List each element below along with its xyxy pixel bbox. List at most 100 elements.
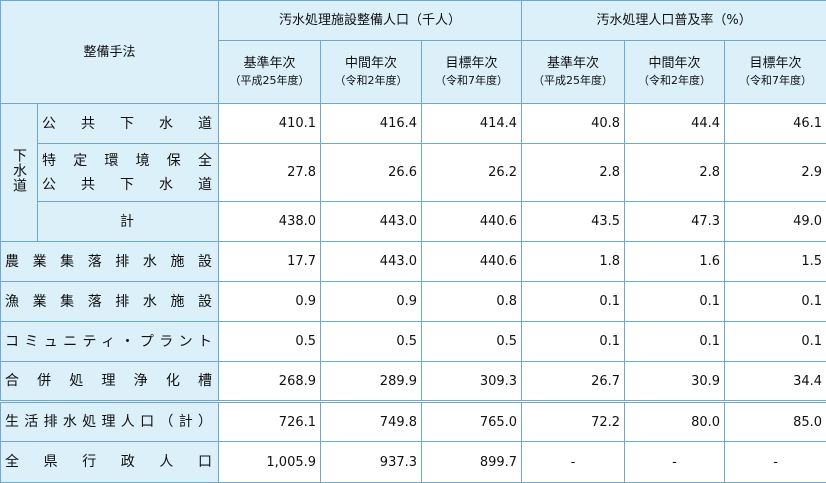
value-cell: 410.1 [219,104,321,144]
value-cell: 26.2 [422,144,522,202]
value-cell: 1.8 [522,242,625,282]
value-cell: 47.3 [625,202,725,242]
value-cell: 749.8 [321,402,422,442]
column-year: （令和7年度） [422,72,521,89]
value-cell: 0.1 [725,282,826,322]
value-cell: 268.9 [219,362,321,402]
column-year: （平成25年度） [522,72,624,89]
column-header: 基準年次（平成25年度） [522,41,625,104]
column-name: 目標年次 [446,56,498,71]
value-cell: 26.6 [321,144,422,202]
value-cell: - [625,442,725,483]
column-header: 中間年次（令和2年度） [625,41,725,104]
value-cell: 43.5 [522,202,625,242]
value-cell: 85.0 [725,402,826,442]
row-label: 特定環境保全 [42,149,212,173]
value-cell: 0.1 [522,322,625,362]
value-cell: 0.1 [522,282,625,322]
row-label-cell: 全県行政人口 [1,442,219,483]
row-label: 全県行政人口 [5,450,212,474]
row-label-cell: 漁業集落排水施設 [1,282,219,322]
row-label-cell: 農業集落排水施設 [1,242,219,282]
value-cell: 26.7 [522,362,625,402]
column-header: 目標年次（令和7年度） [725,41,826,104]
value-cell: 0.1 [625,282,725,322]
value-cell: 0.5 [219,322,321,362]
value-cell: - [725,442,826,483]
value-cell: 72.2 [522,402,625,442]
value-cell: 1,005.9 [219,442,321,483]
value-cell: 80.0 [625,402,725,442]
column-header: 目標年次（令和7年度） [422,41,522,104]
value-cell: 443.0 [321,242,422,282]
value-cell: 49.0 [725,202,826,242]
row-label: 農業集落排水施設 [5,250,212,274]
column-name: 基準年次 [244,56,296,71]
value-cell: 0.1 [725,322,826,362]
method-header: 整備手法 [1,1,219,104]
value-cell: 765.0 [422,402,522,442]
column-name: 中間年次 [649,56,701,71]
column-name: 基準年次 [547,56,599,71]
value-cell: 0.9 [219,282,321,322]
value-cell: 0.9 [321,282,422,322]
value-cell: 2.8 [625,144,725,202]
column-year: （令和2年度） [321,72,421,89]
value-cell: 0.5 [422,322,522,362]
column-header: 中間年次（令和2年度） [321,41,422,104]
column-name: 中間年次 [345,56,397,71]
row-label-cell: 計 [38,202,219,242]
column-year: （平成25年度） [219,72,320,89]
group-label-cell: 下水道 [1,104,38,242]
value-cell: 34.4 [725,362,826,402]
value-cell: 2.9 [725,144,826,202]
row-label-cell: 合併処理浄化槽 [1,362,219,402]
row-label: 公共下水道 [42,173,212,197]
value-cell: 40.8 [522,104,625,144]
value-cell: 937.3 [321,442,422,483]
group-label: 下水道 [9,148,29,193]
value-cell: 726.1 [219,402,321,442]
value-cell: 289.9 [321,362,422,402]
value-cell: 30.9 [625,362,725,402]
value-cell: 414.4 [422,104,522,144]
column-year: （令和7年度） [725,72,826,89]
column-name: 目標年次 [750,56,802,71]
row-label: 漁業集落排水施設 [5,290,212,314]
group-header: 汚水処理人口普及率（%） [522,1,826,41]
value-cell: 27.8 [219,144,321,202]
column-header: 基準年次（平成25年度） [219,41,321,104]
value-cell: 0.1 [625,322,725,362]
value-cell: 443.0 [321,202,422,242]
row-label: 計 [42,210,212,234]
value-cell: 438.0 [219,202,321,242]
value-cell: 2.8 [522,144,625,202]
group-header: 汚水処理施設整備人口（千人） [219,1,522,41]
row-label: コミュニティ・プラント [5,330,212,354]
row-label-cell: 特定環境保全公共下水道 [38,144,219,202]
value-cell: 0.5 [321,322,422,362]
value-cell: 1.6 [625,242,725,282]
row-label-cell: 生活排水処理人口（計） [1,402,219,442]
value-cell: 1.5 [725,242,826,282]
row-label: 合併処理浄化槽 [5,369,212,393]
value-cell: 46.1 [725,104,826,144]
value-cell: 17.7 [219,242,321,282]
value-cell: 44.4 [625,104,725,144]
value-cell: 309.3 [422,362,522,402]
value-cell: 440.6 [422,242,522,282]
column-year: （令和2年度） [625,72,724,89]
value-cell: 440.6 [422,202,522,242]
value-cell: 899.7 [422,442,522,483]
